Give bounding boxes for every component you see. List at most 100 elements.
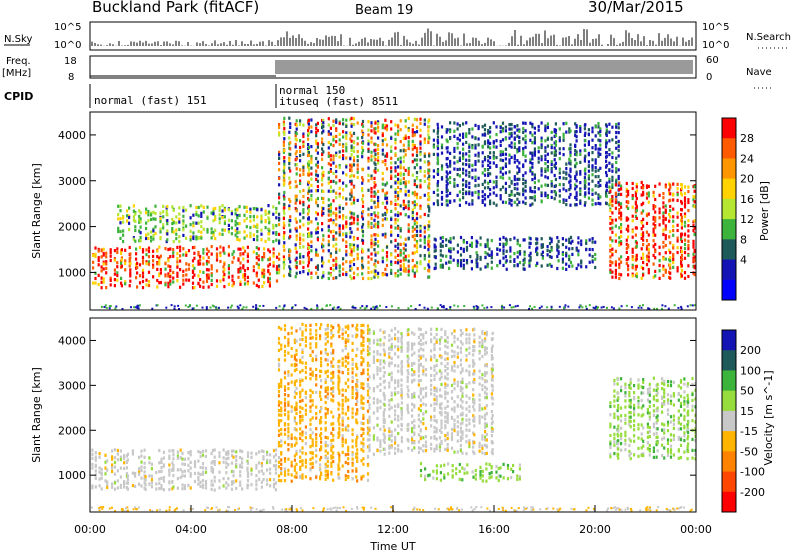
data-cell [672,182,675,186]
data-cell [241,461,244,465]
data-cell [523,250,526,254]
data-cell [176,468,179,472]
data-cell [413,193,416,197]
data-cell [479,236,482,240]
data-cell [580,259,583,263]
data-cell [299,418,302,422]
data-cell [680,215,683,219]
data-cell [367,188,370,192]
data-cell [495,179,498,184]
data-cell [419,140,422,144]
data-cell [459,253,463,257]
data-cell [518,200,521,204]
data-cell [172,276,175,280]
data-cell [625,189,628,193]
data-cell [638,304,641,307]
data-cell [350,134,353,138]
data-cell [584,180,587,185]
data-cell [168,463,171,467]
data-cell [445,243,448,247]
data-cell [252,305,255,308]
data-cell [246,451,250,455]
data-cell [252,218,255,222]
data-cell [335,217,338,221]
data-cell [327,181,330,185]
data-cell [350,248,353,252]
data-cell [509,255,512,259]
data-cell [295,329,298,333]
data-cell [307,198,310,202]
data-cell [264,239,267,243]
data-cell [322,200,325,205]
data-cell [680,269,683,273]
data-cell [239,282,242,286]
data-cell [370,136,373,140]
nave-label: Nave [746,67,772,78]
data-cell [597,147,600,151]
data-cell [565,121,568,125]
data-cell [309,399,312,403]
data-cell [172,464,175,468]
data-cell [199,454,202,459]
data-cell [522,121,525,125]
data-cell [664,251,667,255]
data-cell [349,246,352,250]
data-cell [423,174,426,178]
data-cell [342,196,345,200]
data-cell [179,249,182,253]
data-cell [302,255,305,259]
data-cell [579,125,582,129]
data-cell [255,452,258,456]
data-cell [277,394,281,398]
data-cell [277,325,281,330]
data-cell [397,185,400,189]
data-cell [349,231,352,235]
data-cell [103,306,106,308]
data-cell [529,203,532,207]
data-cell [594,169,597,173]
data-cell [293,357,296,361]
data-cell [397,242,400,246]
data-cell [611,138,614,142]
data-cell [693,226,696,230]
data-cell [120,259,123,263]
data-cell [327,276,330,281]
data-cell [558,151,561,155]
data-cell [231,274,234,278]
data-cell [116,247,119,251]
data-cell [384,183,387,187]
data-cell [160,466,163,470]
data-cell [199,262,202,266]
data-cell [615,122,618,127]
data-cell [390,136,393,140]
data-cell [597,184,600,188]
data-cell [372,305,375,308]
data-cell [263,281,266,285]
data-cell [315,169,318,173]
data-cell [302,123,305,127]
data-cell [181,457,184,461]
data-cell [575,135,578,139]
data-cell [155,487,158,491]
data-cell [119,475,122,479]
data-cell [278,212,281,216]
data-cell [423,245,426,249]
data-cell [423,160,426,164]
data-cell [594,134,597,138]
data-cell [338,206,341,210]
data-cell [280,439,283,444]
data-cell [591,260,594,264]
data-cell [597,306,599,309]
data-cell [427,236,430,240]
data-cell [554,177,557,182]
data-cell [508,201,511,205]
data-cell [500,306,503,309]
data-cell [111,449,114,453]
data-cell [584,178,587,182]
data-cell [243,236,246,240]
data-cell [654,256,657,260]
data-cell [498,248,502,252]
data-cell [315,383,318,387]
data-cell [282,307,285,310]
data-cell [283,156,286,160]
